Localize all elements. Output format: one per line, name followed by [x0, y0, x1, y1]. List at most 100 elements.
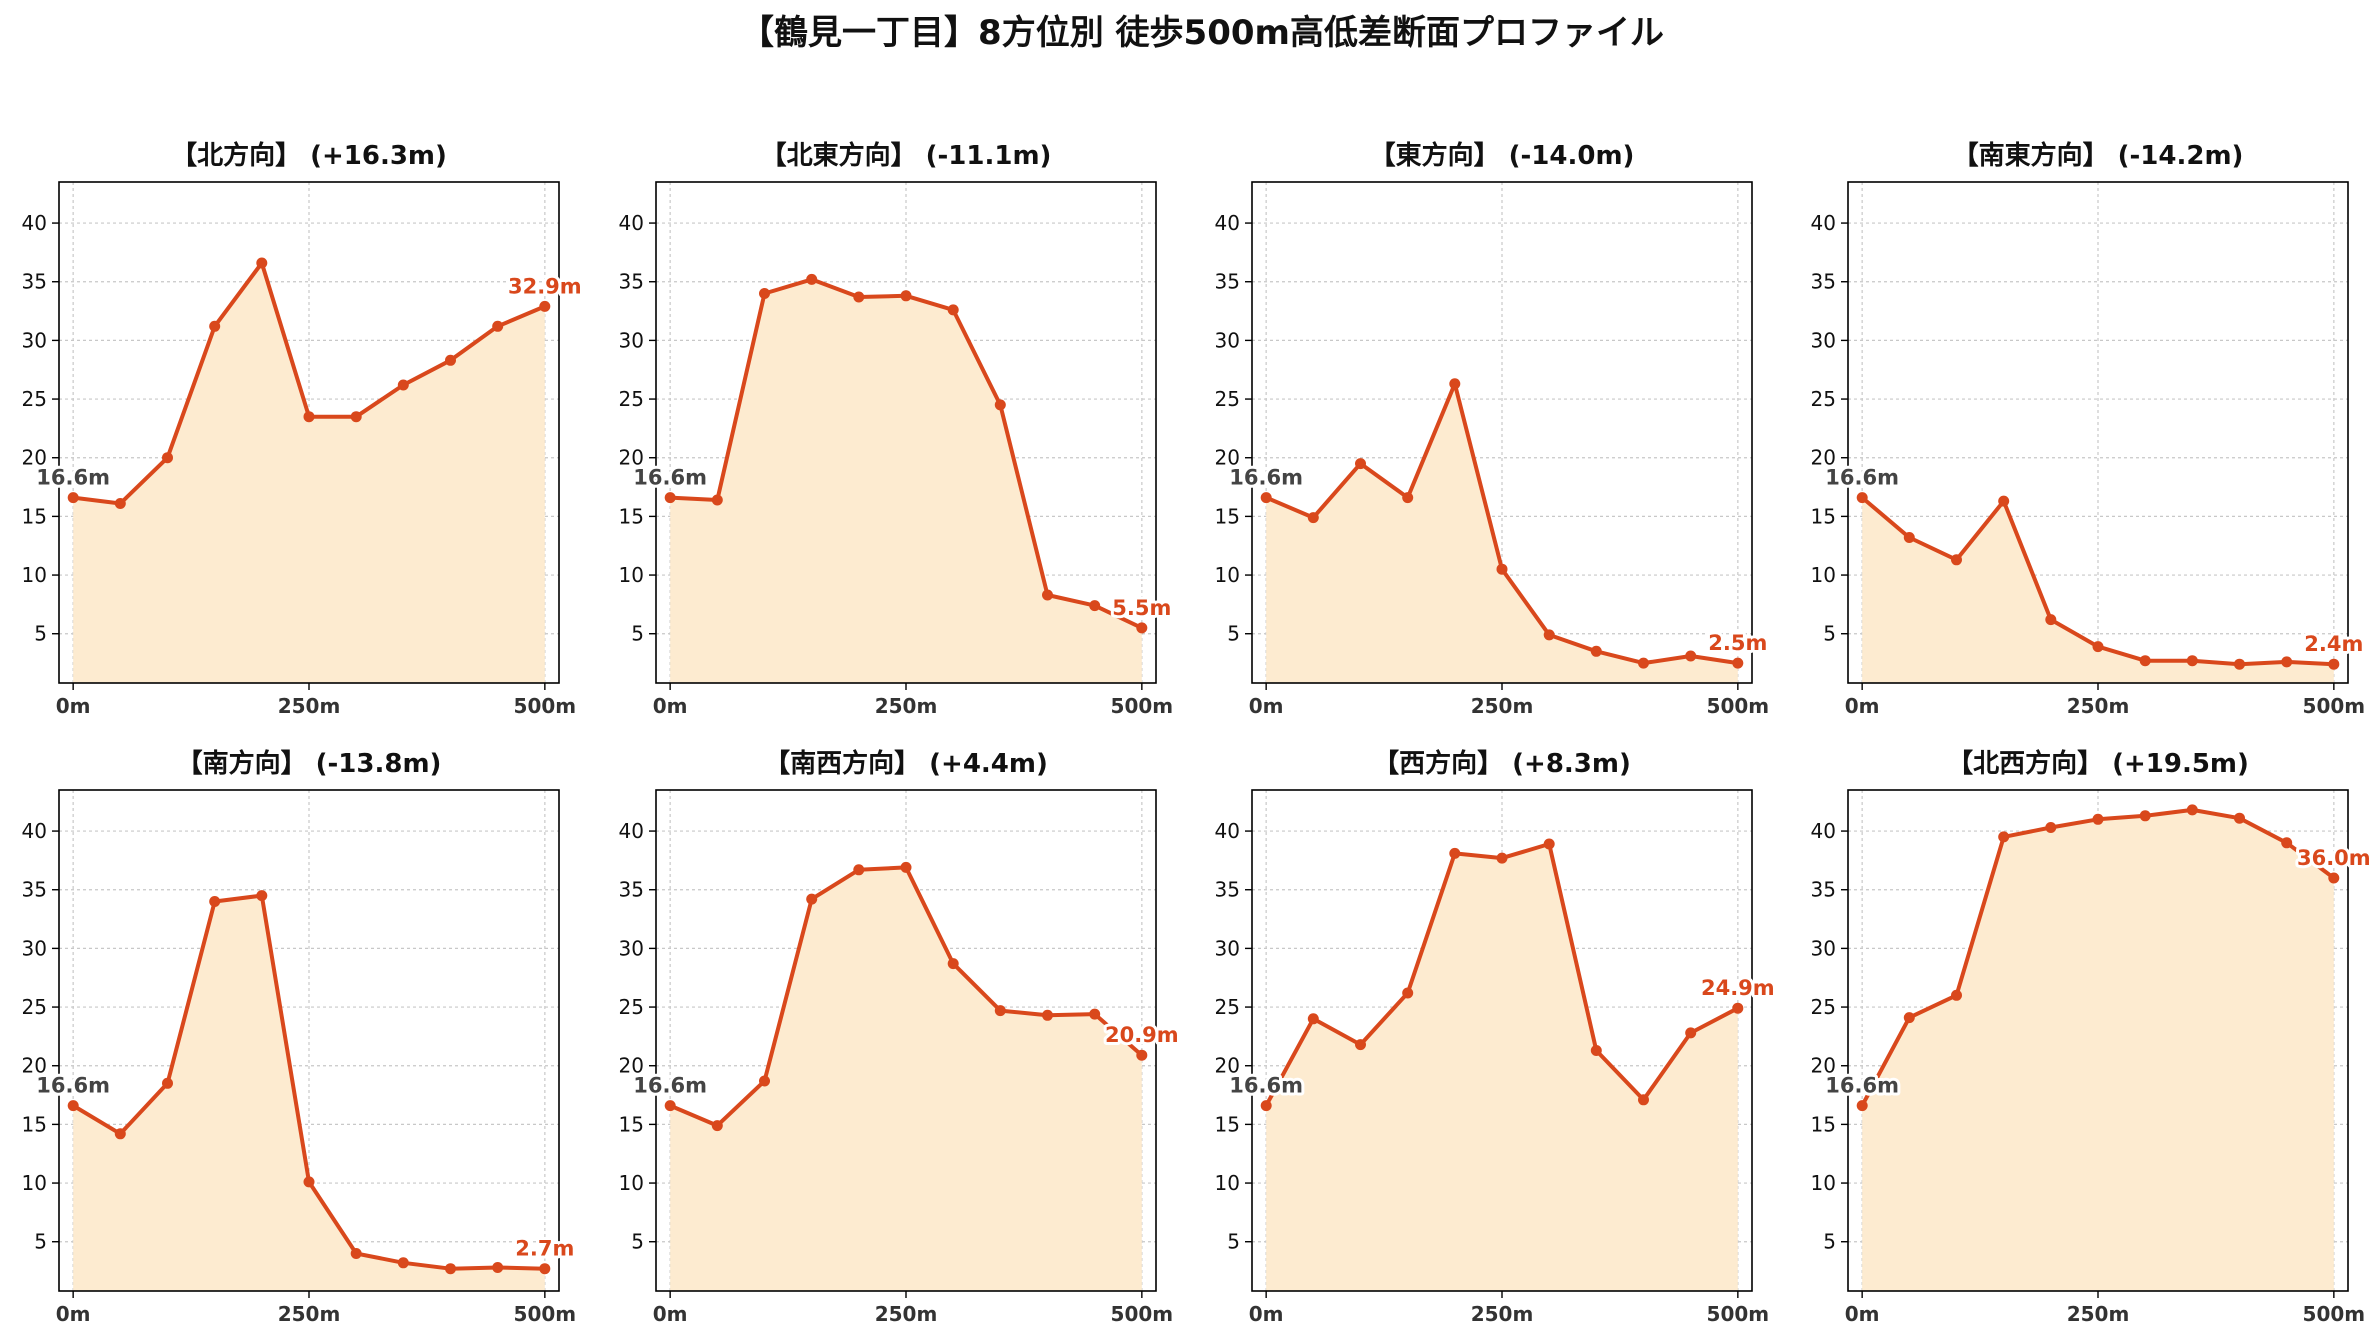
y-tick-label: 25	[619, 995, 644, 1019]
data-point	[711, 494, 723, 506]
data-point	[539, 1263, 551, 1275]
figure-title: 【鶴見一丁目】8方位別 徒歩500m高低差断面プロファイル	[740, 13, 1664, 53]
x-tick-label: 500m	[1111, 1302, 1174, 1326]
data-point	[853, 864, 865, 876]
start-elevation-label: 16.6m	[1825, 466, 1899, 490]
end-elevation-label: 2.4m	[2304, 632, 2363, 656]
data-point	[1307, 1013, 1319, 1025]
y-tick-label: 25	[619, 387, 644, 411]
y-tick-label: 25	[1811, 995, 1836, 1019]
data-point	[350, 411, 362, 423]
data-point	[1449, 847, 1461, 859]
y-tick-label: 20	[619, 1054, 644, 1078]
end-elevation-label: 2.7m	[515, 1237, 574, 1261]
x-tick-label: 250m	[278, 1302, 341, 1326]
data-point	[1307, 512, 1319, 524]
subplot-7: 【西方向】 (+8.3m) 5 10 15 20 25 30 35 40 0m 250m 500m 16…	[1215, 748, 1778, 1326]
y-tick-label: 35	[619, 270, 644, 294]
x-tick-label: 500m	[2303, 694, 2366, 718]
data-point	[67, 1100, 79, 1112]
data-point	[67, 492, 79, 504]
y-tick-label: 15	[1811, 1112, 1836, 1136]
y-tick-label: 10	[1215, 563, 1240, 587]
data-point	[1355, 1039, 1366, 1051]
y-tick-label: 35	[1811, 270, 1836, 294]
y-tick-label: 30	[22, 936, 47, 960]
y-tick-label: 10	[1811, 1171, 1836, 1195]
y-tick-label: 15	[619, 1112, 644, 1136]
data-point	[539, 300, 551, 312]
subplot-title: 【南東方向】 (-14.2m)	[1953, 140, 2244, 171]
data-point	[209, 320, 221, 332]
y-tick-label: 5	[34, 1230, 47, 1254]
x-tick-label: 500m	[1707, 694, 1770, 718]
y-tick-label: 20	[1811, 1054, 1836, 1078]
subplot-title: 【北東方向】 (-11.1m)	[761, 140, 1052, 171]
data-point	[1998, 495, 2010, 507]
x-tick-label: 500m	[514, 1302, 577, 1326]
x-tick-label: 0m	[56, 694, 91, 718]
data-point	[445, 354, 456, 366]
y-tick-label: 30	[1215, 936, 1240, 960]
data-point	[2281, 656, 2293, 668]
x-tick-label: 500m	[1707, 1302, 1770, 1326]
y-tick-label: 15	[619, 504, 644, 528]
y-tick-label: 35	[1215, 878, 1240, 902]
data-point	[256, 257, 268, 269]
data-point	[759, 1075, 770, 1087]
subplot-title: 【南方向】 (-13.8m)	[177, 748, 442, 779]
y-tick-label: 40	[1215, 211, 1240, 235]
area-fill	[670, 867, 1142, 1291]
x-tick-label: 500m	[2303, 1302, 2366, 1326]
data-point	[1903, 532, 1915, 543]
x-tick-label: 250m	[1471, 1302, 1534, 1326]
y-tick-label: 30	[1215, 328, 1240, 352]
data-point	[1590, 645, 1602, 657]
y-tick-label: 5	[1227, 1230, 1240, 1254]
data-point	[1903, 1012, 1915, 1024]
data-point	[2139, 810, 2151, 822]
data-point	[1355, 458, 1366, 470]
data-point	[1042, 589, 1053, 601]
data-point	[2045, 822, 2057, 833]
subplot-4: 【南東方向】 (-14.2m) 5 10 15 20 25 30 35 40 0m 250m 500m…	[1811, 140, 2367, 718]
data-point	[492, 1262, 504, 1273]
area-fill	[670, 279, 1142, 683]
y-tick-label: 25	[1811, 387, 1836, 411]
x-tick-label: 250m	[875, 694, 938, 718]
y-tick-label: 20	[619, 446, 644, 470]
y-tick-label: 10	[22, 1171, 47, 1195]
data-point	[1543, 629, 1555, 641]
data-point	[1685, 650, 1697, 662]
y-tick-label: 30	[619, 328, 644, 352]
end-elevation-label: 20.9m	[1105, 1023, 1179, 1047]
area-fill	[1266, 844, 1738, 1291]
y-tick-label: 15	[22, 1112, 47, 1136]
start-elevation-label: 16.6m	[633, 466, 707, 490]
data-point	[114, 1128, 126, 1140]
y-tick-label: 20	[22, 1054, 47, 1078]
data-point	[1951, 554, 1962, 566]
y-tick-label: 15	[1215, 504, 1240, 528]
data-point	[947, 304, 959, 316]
data-point	[2328, 658, 2340, 670]
data-point	[1402, 492, 1414, 504]
x-tick-label: 0m	[56, 1302, 91, 1326]
data-point	[664, 1100, 676, 1112]
data-point	[1042, 1009, 1053, 1021]
subplot-6: 【南西方向】 (+4.4m) 5 10 15 20 25 30 35 40 0m 250m 500m 1…	[619, 748, 1182, 1326]
y-tick-label: 15	[1215, 1112, 1240, 1136]
subplot-8: 【北西方向】 (+19.5m) 5 10 15 20 25 30 35 40 0m 250m 500m…	[1811, 748, 2374, 1326]
data-point	[162, 452, 173, 464]
y-tick-label: 10	[1215, 1171, 1240, 1195]
data-point	[2281, 837, 2293, 849]
subplot-1: 【北方向】 (+16.3m) 5 10 15 20 25 30 35 40 0m 250m 500m 1…	[22, 140, 585, 718]
end-elevation-label: 5.5m	[1112, 596, 1171, 620]
y-tick-label: 30	[1811, 936, 1836, 960]
y-tick-label: 25	[22, 995, 47, 1019]
y-tick-label: 20	[1215, 446, 1240, 470]
start-elevation-label: 16.6m	[1229, 466, 1303, 490]
subplot-5: 【南方向】 (-13.8m) 5 10 15 20 25 30 35 40 0m 250m 500m 1…	[22, 748, 578, 1326]
subplot-title: 【北西方向】 (+19.5m)	[1947, 748, 2249, 779]
